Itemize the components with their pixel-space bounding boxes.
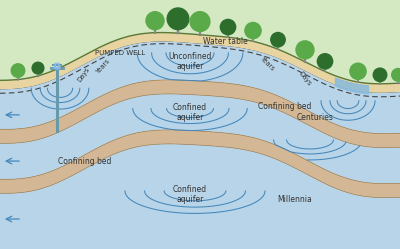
- Circle shape: [317, 54, 333, 69]
- Circle shape: [220, 19, 236, 35]
- Text: Confining bed: Confining bed: [258, 102, 312, 111]
- Text: Years: Years: [260, 56, 276, 72]
- Polygon shape: [0, 94, 400, 184]
- Circle shape: [271, 33, 285, 47]
- Circle shape: [11, 64, 25, 77]
- Circle shape: [167, 8, 189, 30]
- Polygon shape: [0, 0, 400, 84]
- Text: Days: Days: [77, 66, 91, 83]
- Circle shape: [350, 63, 366, 79]
- Circle shape: [245, 22, 261, 39]
- Text: Years: Years: [95, 58, 111, 75]
- Text: Confining bed: Confining bed: [58, 157, 112, 166]
- Polygon shape: [0, 130, 400, 198]
- Text: Millennia: Millennia: [278, 195, 312, 204]
- Polygon shape: [0, 80, 400, 148]
- Circle shape: [296, 41, 314, 59]
- Text: Confined
aquifer: Confined aquifer: [173, 185, 207, 204]
- Circle shape: [373, 68, 387, 82]
- Circle shape: [146, 12, 164, 30]
- Polygon shape: [0, 42, 400, 134]
- Text: Days: Days: [298, 71, 312, 87]
- Text: Confined
aquifer: Confined aquifer: [173, 103, 207, 122]
- Polygon shape: [0, 33, 400, 93]
- Text: Centuries: Centuries: [296, 113, 334, 122]
- Circle shape: [190, 12, 210, 31]
- Text: PUMPED WELL: PUMPED WELL: [95, 50, 145, 56]
- Circle shape: [392, 68, 400, 81]
- Text: Unconfined
aquifer: Unconfined aquifer: [168, 52, 212, 71]
- Polygon shape: [0, 144, 400, 249]
- Circle shape: [32, 62, 44, 74]
- Text: Water table: Water table: [203, 37, 247, 46]
